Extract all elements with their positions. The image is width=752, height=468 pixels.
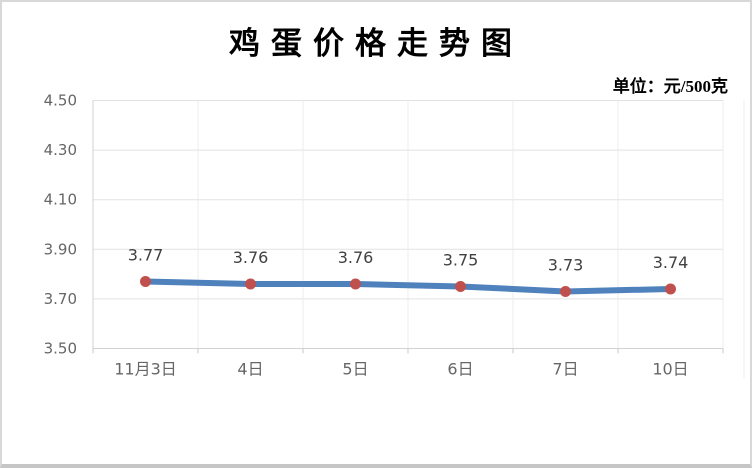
- chart-title: 鸡蛋价格走势图: [229, 26, 523, 61]
- data-point-label: 3.75: [443, 251, 479, 270]
- x-axis-label: 4日: [237, 360, 263, 379]
- y-axis-label: 3.70: [44, 290, 77, 308]
- y-axis-label: 3.90: [44, 240, 77, 258]
- data-point-label: 3.77: [128, 246, 164, 265]
- data-point-marker: [560, 285, 571, 297]
- x-axis-label: 5日: [342, 360, 368, 379]
- x-axis-label: 10日: [652, 360, 688, 379]
- y-axis-label: 4.10: [44, 191, 77, 209]
- y-axis-label: 3.50: [44, 340, 77, 358]
- line-chart-plot: 3.50 3.70 3.90 4.10 4.30 4.50 11月3日 4日 5日 6日 7日 10日…: [44, 92, 745, 379]
- data-point-marker: [350, 278, 361, 290]
- y-axis-label: 4.30: [44, 141, 77, 159]
- data-point-label: 3.74: [653, 253, 689, 272]
- data-point-marker: [140, 276, 151, 288]
- data-point-label: 3.76: [338, 248, 374, 267]
- data-point-marker: [245, 278, 256, 290]
- price-line: [142, 278, 674, 295]
- data-point-marker: [665, 283, 676, 295]
- data-point-marker: [455, 281, 466, 292]
- data-point-label: 3.76: [233, 248, 269, 267]
- data-point-label: 3.73: [548, 255, 584, 274]
- x-axis-label: 7日: [552, 360, 578, 379]
- y-axis-label: 4.50: [44, 92, 77, 110]
- x-axis-label: 11月3日: [114, 360, 177, 379]
- x-axis-label: 6日: [447, 360, 473, 379]
- unit-label: 单位：元/500克: [612, 77, 728, 96]
